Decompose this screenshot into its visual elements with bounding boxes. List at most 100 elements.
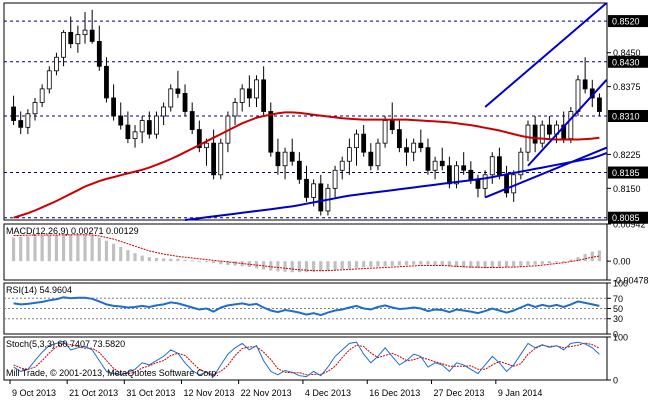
macd-histogram-bar [333, 261, 337, 270]
macd-histogram-bar [140, 255, 144, 262]
macd-histogram-bar [490, 261, 494, 268]
candle-body [361, 133, 367, 153]
level-price-label: 0.8520 [612, 17, 640, 27]
candle-body [25, 113, 31, 128]
price-y-tick-label: 0.8150 [613, 184, 641, 194]
macd-histogram-bar [269, 261, 273, 271]
time-axis-label: 12 Nov 2013 [183, 388, 234, 398]
macd-histogram-bar [119, 246, 123, 262]
macd-y-tick-label: 0.00942 [613, 220, 646, 230]
macd-histogram-bar [40, 235, 44, 262]
rsi-y-tick-label: 50 [613, 304, 623, 314]
candle-body [54, 56, 59, 72]
candle-body [275, 151, 281, 167]
macd-histogram-bar [547, 261, 552, 264]
macd-histogram-bar [526, 261, 530, 266]
macd-histogram-bar [233, 261, 237, 266]
macd-histogram-bar [583, 254, 587, 262]
stoch-y-tick-label: 100 [613, 333, 628, 343]
candle-body [418, 142, 424, 149]
candle-body [132, 131, 138, 140]
candle-body [375, 142, 381, 167]
macd-histogram-bar [26, 236, 30, 262]
macd-histogram-bar [90, 235, 94, 262]
macd-histogram-bar [497, 261, 502, 268]
macd-histogram-bar [533, 261, 537, 265]
candle-body [111, 97, 116, 117]
macd-histogram-bar [11, 237, 16, 262]
macd-histogram-bar [126, 250, 130, 262]
candle-body [161, 106, 167, 117]
macd-histogram-bar [97, 237, 101, 262]
level-price-tag [608, 55, 648, 68]
macd-histogram-bar [340, 261, 344, 270]
candle-body [139, 120, 145, 133]
candle-body [468, 169, 474, 180]
macd-histogram-bar [426, 261, 430, 265]
trend-channel-line [527, 79, 608, 167]
level-price-tag [608, 110, 648, 123]
level-price-label: 0.8185 [612, 168, 640, 178]
candle-body [382, 120, 388, 144]
candle-body [411, 142, 417, 153]
candle-body [311, 183, 317, 198]
macd-histogram-bar [354, 261, 359, 268]
macd-histogram-bar [226, 261, 230, 266]
candle-body [582, 79, 588, 90]
level-price-label: 0.8085 [612, 213, 640, 223]
candle-body [246, 88, 252, 99]
price-y-tick-label: 0.8375 [613, 82, 641, 92]
macd-histogram-bar [447, 261, 451, 267]
macd-histogram-bar [276, 261, 280, 272]
candle-body [282, 151, 288, 167]
candle-body [125, 124, 131, 140]
macd-histogram-bar [290, 261, 294, 273]
macd-histogram-bar [204, 261, 209, 263]
moving-average-red-line [13, 111, 600, 219]
candle-body [261, 79, 267, 112]
macd-histogram-bar [476, 261, 480, 269]
candle-body [218, 142, 224, 176]
macd-histogram-bar [147, 257, 151, 262]
candle-body [404, 147, 409, 153]
macd-histogram-bar [369, 261, 373, 268]
candle-body [597, 97, 602, 112]
macd-panel: 0.00942 0.00 -0.00478 MACD(12,26,9) 0.00271… [3, 220, 649, 286]
candle-body [511, 174, 517, 194]
candle-body [32, 102, 38, 115]
macd-histogram-bar [376, 261, 380, 267]
candle-body [39, 88, 45, 103]
level-price-tag [608, 166, 648, 179]
candle-body [454, 165, 459, 185]
candle-body [446, 165, 452, 185]
macd-histogram-bar [54, 235, 59, 262]
candle-body [189, 111, 195, 130]
candle-body [532, 124, 538, 144]
candle-body [482, 174, 488, 189]
macd-histogram-bar [383, 261, 387, 267]
macd-histogram-bar [262, 261, 266, 270]
macd-histogram-bar [162, 258, 166, 262]
macd-histogram-bar [419, 261, 423, 265]
macd-histogram-bar [454, 261, 459, 268]
macd-histogram-bar [483, 261, 487, 269]
macd-histogram-bar [69, 234, 73, 262]
candle-body [396, 129, 402, 149]
rsi-y-tick-label: 30 [613, 314, 623, 324]
copyright-text: Mill Trade, © 2001-2013, MetaQuotes Soft… [6, 368, 219, 378]
macd-histogram-bar [597, 250, 602, 262]
macd-histogram-bar [169, 258, 173, 262]
time-axis: 9 Oct 2013 21 Oct 2013 31 Oct 2013 12 Nov 2… [9, 380, 542, 398]
candle-body [525, 124, 531, 153]
candle-body [82, 29, 88, 36]
candle-body [104, 65, 109, 99]
candle-body [289, 151, 295, 162]
candle-body [68, 31, 74, 45]
candle-body [489, 156, 495, 176]
candle-body [425, 147, 431, 171]
candle-body [268, 111, 274, 153]
candle-body [11, 106, 16, 121]
macd-histogram-bar [19, 236, 23, 262]
price-y-tick-label: 0.8450 [613, 48, 641, 58]
